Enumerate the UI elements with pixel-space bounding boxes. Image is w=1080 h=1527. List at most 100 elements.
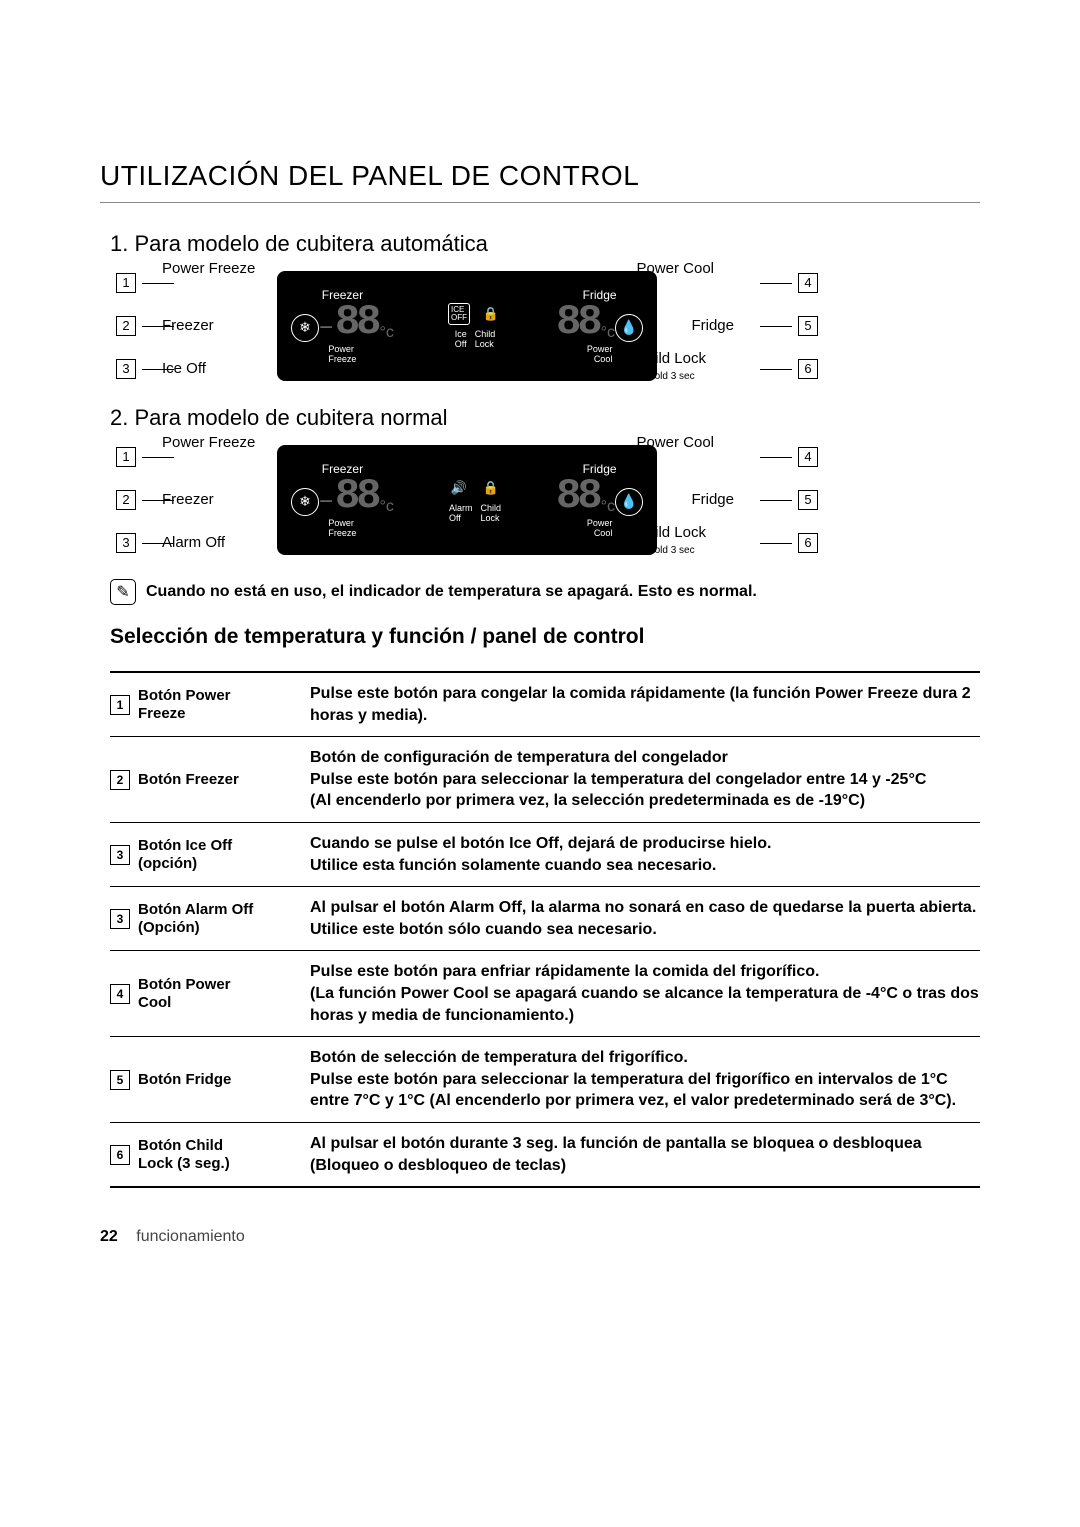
snowflake-icon: ❄ bbox=[291, 488, 319, 516]
callout-label: Power Freeze bbox=[162, 261, 255, 278]
freezer-digits: 88 bbox=[335, 478, 377, 516]
callout-line bbox=[760, 326, 792, 327]
callout-2: 2 Freezer bbox=[110, 316, 174, 336]
row-label-l1: Botón Power bbox=[138, 687, 231, 705]
callout-1b: 1 Power Freeze bbox=[110, 447, 174, 467]
ice-off-mini-label: Ice Off bbox=[455, 329, 467, 349]
row-label: 3 Botón Ice Off (opción) bbox=[110, 833, 310, 876]
table-row: 6 Botón Child Lock (3 seg.) Al pulsar el… bbox=[110, 1123, 980, 1186]
callout-sublabel: Hold 3 sec bbox=[647, 371, 694, 382]
note-text: Cuando no está en uso, el indicador de t… bbox=[146, 583, 757, 601]
callout-label: Power Freeze bbox=[162, 435, 255, 452]
row-desc: Al pulsar el botón Alarm Off, la alarma … bbox=[310, 897, 980, 940]
callout-box: 2 bbox=[116, 490, 136, 510]
callout-label: Fridge bbox=[691, 318, 734, 335]
callout-4b: 4 Power Cool bbox=[760, 447, 824, 467]
callout-label: Ice Off bbox=[162, 361, 206, 378]
callout-label: Freezer bbox=[162, 492, 214, 509]
lock-icon: 🔒 bbox=[480, 477, 502, 499]
fridge-digits: 88 bbox=[556, 478, 598, 516]
freezer-section: Freezer ❄ − 88 °c Power Freeze bbox=[291, 288, 394, 364]
minus-icon: − bbox=[319, 314, 333, 342]
panel-diagram-1: 1 Power Freeze 2 Freezer 3 Ice Off Freez… bbox=[110, 271, 980, 381]
page-title: UTILIZACIÓN DEL PANEL DE CONTROL bbox=[100, 160, 980, 203]
callout-box: 6 bbox=[798, 533, 818, 553]
power-freeze-label: Power Freeze bbox=[328, 344, 356, 364]
callout-6: 6 Child Lock Hold 3 sec bbox=[760, 359, 824, 379]
row-label-l2: Freeze bbox=[138, 705, 231, 723]
row-label: 1 Botón Power Freeze bbox=[110, 683, 310, 726]
row-desc: Pulse este botón para congelar la comida… bbox=[310, 683, 980, 726]
table-row: 1 Botón Power Freeze Pulse este botón pa… bbox=[110, 673, 980, 737]
row-label-l1: Botón Power bbox=[138, 976, 231, 994]
control-panel-display-1: Freezer ❄ − 88 °c Power Freeze ICE OFF 🔒… bbox=[277, 271, 657, 381]
row-label-l2: Lock (3 seg.) bbox=[138, 1155, 230, 1173]
control-panel-display-2: Freezer ❄ − 88 °c Power Freeze 🔊 🔒 Alarm… bbox=[277, 445, 657, 555]
unit-c: °c bbox=[379, 498, 393, 516]
callout-label: Fridge bbox=[691, 492, 734, 509]
function-table: 1 Botón Power Freeze Pulse este botón pa… bbox=[110, 671, 980, 1188]
table-row: 4 Botón Power Cool Pulse este botón para… bbox=[110, 951, 980, 1037]
callout-label: Alarm Off bbox=[162, 535, 225, 552]
unit-c: °c bbox=[601, 324, 615, 342]
callout-3: 3 Ice Off bbox=[110, 359, 174, 379]
callout-sublabel: Hold 3 sec bbox=[647, 545, 694, 556]
callout-5b: 5 Fridge bbox=[760, 490, 824, 510]
callout-box: 1 bbox=[116, 273, 136, 293]
callout-line bbox=[760, 543, 792, 544]
table-row: 2 Botón Freezer Botón de configuración d… bbox=[110, 737, 980, 823]
unit-c: °c bbox=[601, 498, 615, 516]
callouts-left-2: 1 Power Freeze 2 Freezer 3 Alarm Off bbox=[110, 445, 174, 555]
table-row: 5 Botón Fridge Botón de selección de tem… bbox=[110, 1037, 980, 1123]
page-footer: 22 funcionamiento bbox=[100, 1228, 980, 1246]
callout-box: 5 bbox=[798, 316, 818, 336]
footer-text: funcionamiento bbox=[136, 1228, 245, 1245]
callouts-left-1: 1 Power Freeze 2 Freezer 3 Ice Off bbox=[110, 271, 174, 381]
callout-line bbox=[760, 500, 792, 501]
callout-1: 1 Power Freeze bbox=[110, 273, 174, 293]
section-heading-1: 1. Para modelo de cubitera automática bbox=[110, 231, 980, 257]
callout-label-wrap: Child Lock Hold 3 sec bbox=[636, 525, 706, 558]
row-label-l1: Botón Child bbox=[138, 1137, 230, 1155]
callout-box: 3 bbox=[116, 359, 136, 379]
row-label: 5 Botón Fridge bbox=[110, 1047, 310, 1112]
callout-label-wrap: Child Lock Hold 3 sec bbox=[636, 351, 706, 384]
row-label-l2: Cool bbox=[138, 994, 231, 1012]
row-desc: Pulse este botón para enfriar rápidament… bbox=[310, 961, 980, 1026]
callout-box: 2 bbox=[116, 316, 136, 336]
section-title-2: Selección de temperatura y función / pan… bbox=[110, 625, 980, 649]
row-label: 3 Botón Alarm Off (Opción) bbox=[110, 897, 310, 940]
row-desc: Botón de configuración de temperatura de… bbox=[310, 747, 980, 812]
power-cool-label: Power Cool bbox=[587, 518, 613, 538]
row-label: 4 Botón Power Cool bbox=[110, 961, 310, 1026]
row-label-l1: Botón Fridge bbox=[138, 1071, 231, 1089]
droplet-icon: 💧 bbox=[615, 314, 643, 342]
callout-box: 4 bbox=[798, 273, 818, 293]
row-desc: Botón de selección de temperatura del fr… bbox=[310, 1047, 980, 1112]
mid-icons-1: ICE OFF 🔒 Ice Off Child Lock bbox=[448, 303, 502, 349]
note-icon: ✎ bbox=[110, 579, 136, 605]
page-number: 22 bbox=[100, 1228, 118, 1245]
callout-line bbox=[142, 457, 174, 458]
row-box: 4 bbox=[110, 984, 130, 1004]
callout-box: 6 bbox=[798, 359, 818, 379]
row-desc: Cuando se pulse el botón Ice Off, dejará… bbox=[310, 833, 980, 876]
callout-label: Child Lock bbox=[636, 350, 706, 367]
row-label-l1: Botón Freezer bbox=[138, 771, 239, 789]
row-box: 5 bbox=[110, 1070, 130, 1090]
callout-5: 5 Fridge bbox=[760, 316, 824, 336]
lock-icon: 🔒 bbox=[480, 303, 502, 325]
row-label: 2 Botón Freezer bbox=[110, 747, 310, 812]
callout-line bbox=[142, 283, 174, 284]
callout-label: Power Cool bbox=[636, 261, 714, 278]
callout-box: 1 bbox=[116, 447, 136, 467]
callout-box: 4 bbox=[798, 447, 818, 467]
table-row: 3 Botón Ice Off (opción) Cuando se pulse… bbox=[110, 823, 980, 887]
callout-label: Power Cool bbox=[636, 435, 714, 452]
row-label-l2: (Opción) bbox=[138, 919, 253, 937]
callout-box: 3 bbox=[116, 533, 136, 553]
callout-label: Child Lock bbox=[636, 524, 706, 541]
callouts-right-2: 4 Power Cool 5 Fridge 6 Child Lock Hold … bbox=[760, 445, 824, 555]
callout-4: 4 Power Cool bbox=[760, 273, 824, 293]
alarm-off-mini-label: Alarm Off bbox=[449, 503, 473, 523]
